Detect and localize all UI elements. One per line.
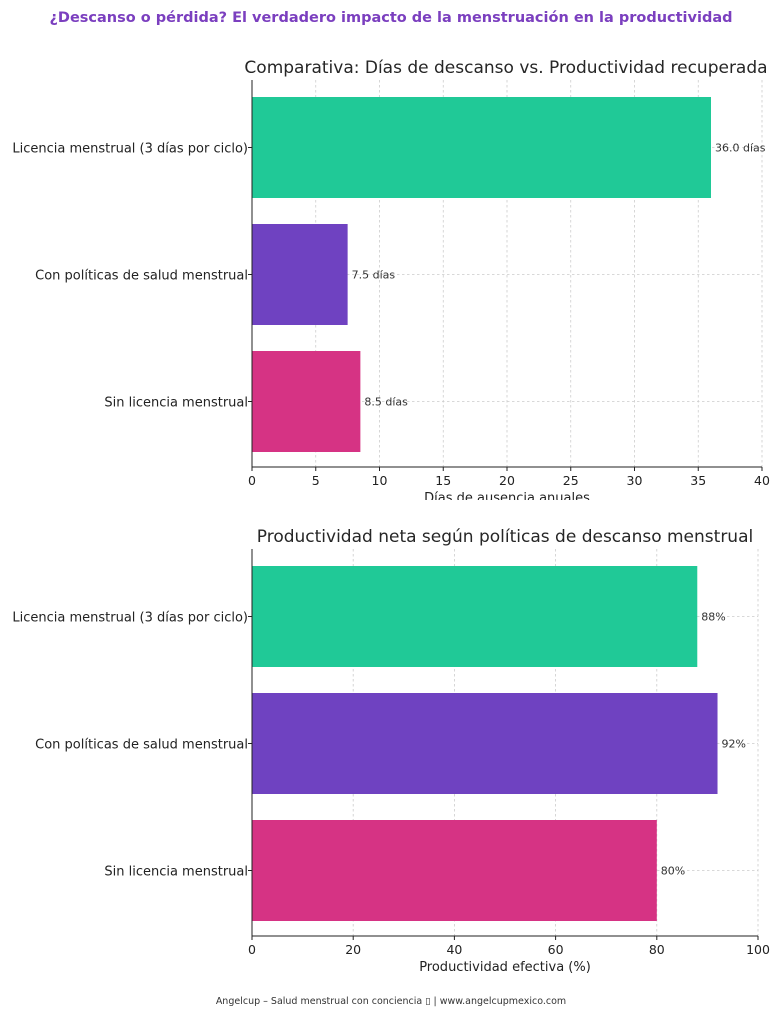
chart-title: Comparativa: Días de descanso vs. Produc… <box>244 58 767 78</box>
x-axis-label: Productividad efectiva (%) <box>419 960 591 975</box>
x-tick-label: 100 <box>746 942 770 957</box>
x-tick-label: 15 <box>435 473 451 488</box>
chart-title: Productividad neta según políticas de de… <box>257 527 753 547</box>
x-tick-label: 80 <box>649 942 665 957</box>
category-label: Sin licencia menstrual <box>104 865 248 880</box>
category-label: Con políticas de salud menstrual <box>35 738 248 753</box>
category-label: Sin licencia menstrual <box>104 396 248 411</box>
bar <box>252 224 348 325</box>
data-label: 8.5 días <box>364 396 408 409</box>
page-title: ¿Descanso o pérdida? El verdadero impact… <box>49 10 733 26</box>
x-tick-label: 20 <box>345 942 361 957</box>
x-tick-label: 20 <box>499 473 515 488</box>
chart-productivity: Productividad neta según políticas de de… <box>12 527 770 975</box>
bar <box>252 693 718 794</box>
x-tick-label: 35 <box>690 473 706 488</box>
x-tick-label: 5 <box>312 473 320 488</box>
x-tick-label: 30 <box>627 473 643 488</box>
data-label: 88% <box>701 611 725 624</box>
x-tick-label: 40 <box>754 473 770 488</box>
x-tick-label: 60 <box>548 942 564 957</box>
data-label: 92% <box>722 738 746 751</box>
category-label: Licencia menstrual (3 días por ciclo) <box>12 611 248 626</box>
bar <box>252 97 711 198</box>
data-label: 7.5 días <box>352 269 396 282</box>
x-tick-label: 25 <box>563 473 579 488</box>
x-tick-label: 0 <box>248 473 256 488</box>
chart-days-absence: Comparativa: Días de descanso vs. Produc… <box>12 58 770 500</box>
data-label: 36.0 días <box>715 142 766 155</box>
x-axis-label: Días de ausencia anuales <box>424 491 590 500</box>
x-tick-label: 40 <box>446 942 462 957</box>
data-label: 80% <box>661 865 685 878</box>
bar <box>252 351 361 452</box>
bar <box>252 566 698 667</box>
x-tick-label: 10 <box>372 473 388 488</box>
x-tick-label: 0 <box>248 942 256 957</box>
footer-credit: Angelcup – Salud menstrual con concienci… <box>215 996 567 1007</box>
bar <box>252 820 657 921</box>
category-label: Con políticas de salud menstrual <box>35 269 248 284</box>
category-label: Licencia menstrual (3 días por ciclo) <box>12 142 248 157</box>
